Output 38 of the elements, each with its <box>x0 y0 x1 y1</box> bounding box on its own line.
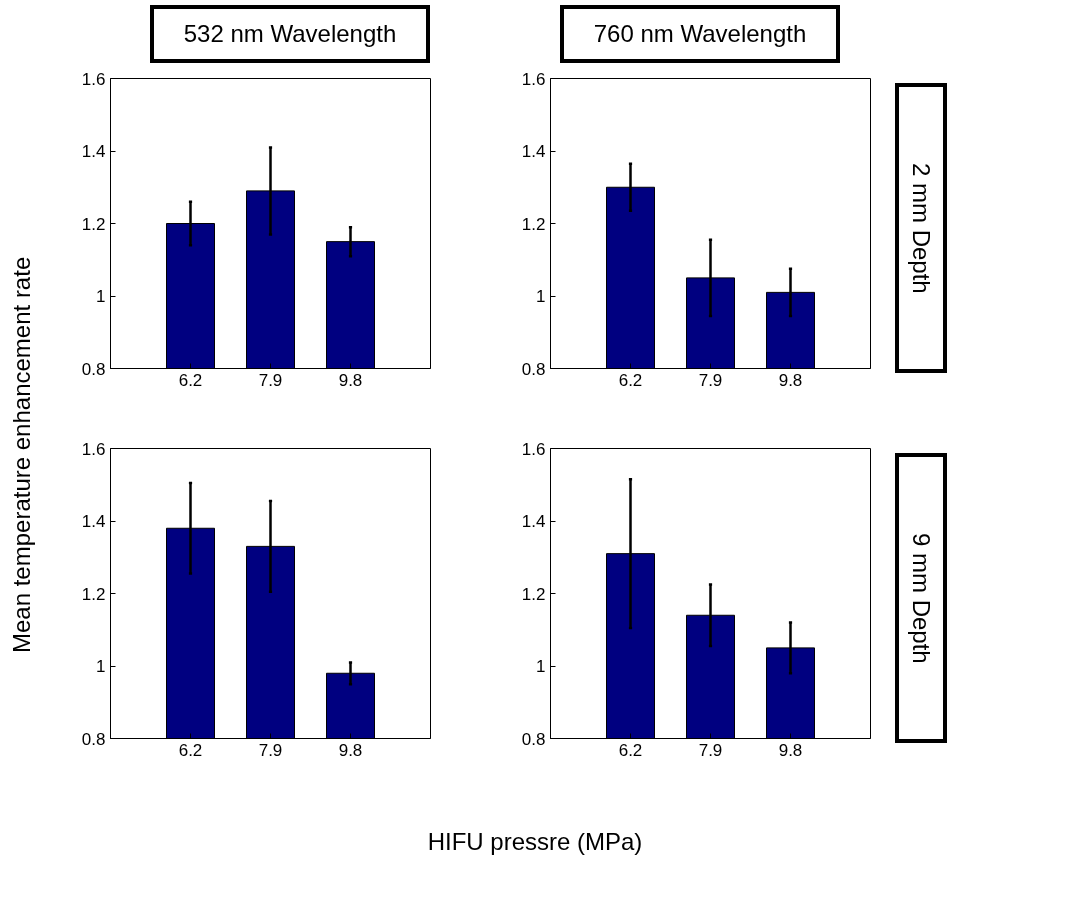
y-tick-label: 0.8 <box>81 729 106 749</box>
y-tick-label: 0.8 <box>521 359 546 379</box>
x-tick-label: 6.2 <box>178 370 203 390</box>
x-tick-label: 9.8 <box>778 740 803 760</box>
y-tick-label: 1 <box>536 287 546 306</box>
y-tick-label: 1.2 <box>81 584 106 604</box>
text: 2 mm Depth <box>907 162 937 294</box>
x-tick-label: 6.2 <box>618 740 643 760</box>
y-axis-title: Mean temperature enhancement rate <box>7 256 36 654</box>
y-tick-label: 0.8 <box>81 359 106 379</box>
x-tick-label: 7.9 <box>258 370 283 390</box>
text: 9 mm Depth <box>907 532 937 664</box>
y-tick-label: 1.4 <box>81 142 106 161</box>
y-tick-label: 1.2 <box>81 214 106 234</box>
y-tick-label: 1.2 <box>521 584 546 604</box>
chart-title: 760 nm Wavelength <box>593 18 807 49</box>
x-tick-label: 6.2 <box>178 740 203 760</box>
y-tick-label: 0.8 <box>521 729 546 749</box>
y-tick-label: 1 <box>96 657 106 676</box>
y-tick-label: 1.4 <box>521 142 546 161</box>
y-tick-label: 1.4 <box>521 512 546 531</box>
x-axis-title: HIFU pressre (MPa) <box>427 827 643 857</box>
y-tick-label: 1 <box>536 657 546 676</box>
y-tick-label: 1.4 <box>81 512 106 531</box>
y-tick-label: 1 <box>96 287 106 306</box>
x-tick-label: 9.8 <box>338 370 363 390</box>
x-tick-label: 9.8 <box>778 370 803 390</box>
x-tick-label: 9.8 <box>338 740 363 760</box>
y-tick-label: 1.6 <box>81 69 106 89</box>
y-tick-label: 1.2 <box>521 214 546 234</box>
x-tick-label: 7.9 <box>698 370 723 390</box>
y-tick-label: 1.6 <box>521 69 546 89</box>
x-tick-label: 7.9 <box>698 740 723 760</box>
x-tick-label: 6.2 <box>618 370 643 390</box>
y-tick-label: 1.6 <box>81 439 106 459</box>
x-tick-label: 7.9 <box>258 740 283 760</box>
y-tick-label: 1.6 <box>521 439 546 459</box>
chart-title: 532 nm Wavelength <box>183 18 397 49</box>
